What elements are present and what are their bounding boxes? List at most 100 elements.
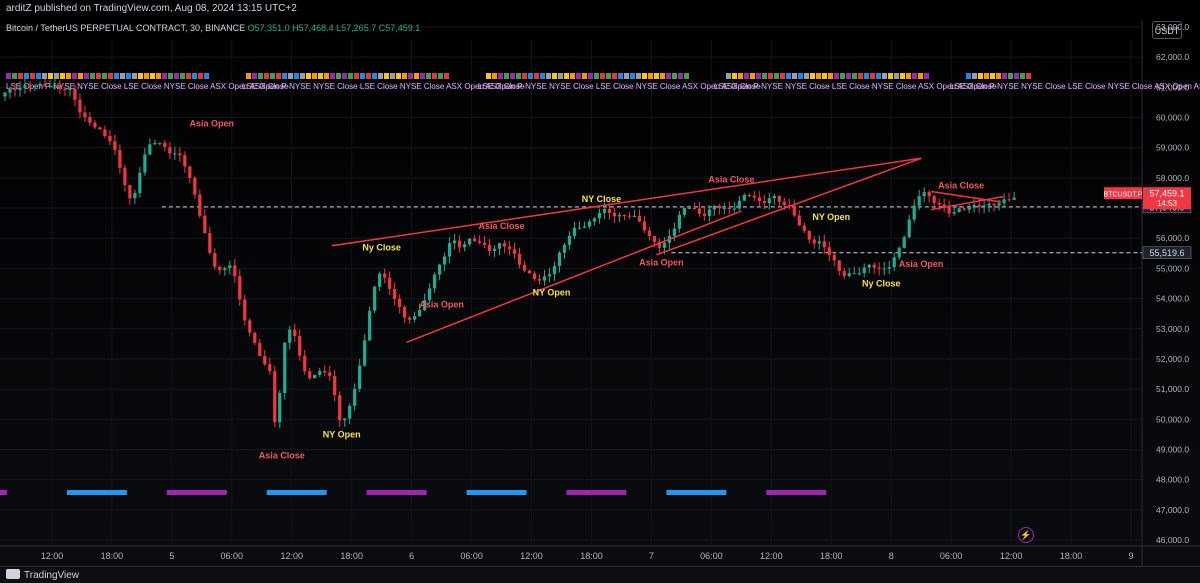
price-chart[interactable]: 46,000.0 47,000.0 48,000.0 49,000.0 50,000.0…	[0, 0, 1200, 566]
y-tick-label: 51,000.0	[1156, 384, 1189, 394]
candle-body	[178, 153, 182, 156]
session-strip-segment	[66, 73, 71, 79]
candle-body	[682, 208, 686, 215]
candle-body	[418, 310, 422, 317]
y-tick-label: 56,000.0	[1156, 233, 1189, 243]
session-strip-segment	[870, 73, 875, 79]
session-strip-segment	[858, 73, 863, 79]
y-tick-label: 59,000.0	[1156, 143, 1189, 153]
candle-body	[762, 201, 766, 204]
session-strip-segment	[906, 73, 911, 79]
candle-body	[482, 242, 487, 245]
y-tick-label: 58,000.0	[1156, 173, 1189, 183]
session-annotation: Asia Open	[419, 300, 464, 310]
candle-body	[622, 214, 627, 216]
candle-body	[582, 226, 587, 228]
candle-body	[752, 195, 756, 198]
session-strip-segment	[72, 73, 77, 79]
candle-body	[472, 238, 477, 242]
candle-body	[942, 204, 946, 208]
session-strip-segment	[918, 73, 923, 79]
session-strip-segment	[828, 73, 833, 79]
session-strip-segment	[528, 73, 533, 79]
candle-body	[832, 254, 836, 261]
candle-body	[293, 329, 297, 337]
candle-body	[562, 244, 567, 253]
x-tick-label: 12:00	[41, 551, 64, 561]
session-annotation: NY Open	[533, 288, 571, 298]
candle-body	[393, 288, 397, 299]
candle-body	[78, 99, 82, 113]
x-tick-label: 7	[649, 551, 654, 561]
x-tick-label: 06:00	[221, 551, 244, 561]
candle-body	[787, 205, 791, 207]
candle-body	[308, 371, 312, 379]
session-strip-segment	[18, 73, 23, 79]
y-tick-label: 47,000.0	[1156, 505, 1189, 515]
trend-line	[931, 195, 1004, 211]
session-strip-segment	[426, 73, 431, 79]
session-strip-segment	[342, 73, 347, 79]
candle-body	[697, 208, 701, 214]
candle-body	[223, 268, 227, 271]
session-strip-segment	[570, 73, 575, 79]
session-strip-segment	[642, 73, 647, 79]
session-strip-segment	[594, 73, 599, 79]
session-strip-segment	[546, 73, 551, 79]
x-tick-label: 12:00	[280, 551, 303, 561]
x-tick-label: 18:00	[101, 551, 124, 561]
candle-body	[58, 84, 62, 89]
candle-body	[907, 219, 911, 238]
session-strip-segment	[438, 73, 443, 79]
y-tick-label: 54,000.0	[1156, 294, 1189, 304]
session-strip-segment	[864, 73, 869, 79]
session-strip-segment	[1020, 73, 1025, 79]
candle-body	[278, 393, 282, 423]
session-strip-segment	[102, 73, 107, 79]
session-strip-segment	[804, 73, 809, 79]
candle-body	[962, 208, 966, 210]
candle-body	[792, 206, 796, 216]
candle-body	[238, 276, 242, 300]
candle-body	[363, 340, 367, 366]
session-strip-segment	[894, 73, 899, 79]
candle-body	[677, 214, 681, 229]
candle-body	[937, 202, 941, 205]
candle-body	[812, 239, 816, 244]
candle-body	[318, 370, 322, 375]
y-tick-label: 63,000.0	[1156, 22, 1189, 32]
trend-line	[656, 157, 922, 256]
candle-body	[972, 204, 976, 208]
symbol-info: Bitcoin / TetherUS PERPETUAL CONTRACT, 3…	[6, 23, 420, 33]
candle-body	[113, 141, 117, 150]
candle-body	[567, 235, 572, 245]
session-strip-segment	[492, 73, 497, 79]
session-strip-segment	[288, 73, 293, 79]
candle-body	[288, 329, 292, 343]
candle-body	[1012, 197, 1016, 200]
tradingview-logo[interactable]: TradingView	[6, 569, 79, 581]
session-strip-segment	[756, 73, 761, 79]
session-strip-segment	[318, 73, 323, 79]
symbol-tag	[1104, 187, 1142, 200]
logo-text: TradingView	[24, 570, 80, 581]
session-strip-segment	[330, 73, 335, 79]
session-annotation: NY Close	[582, 194, 621, 204]
session-strip-segment	[186, 73, 191, 79]
candle-body	[652, 236, 657, 242]
session-strip-segment	[672, 73, 677, 79]
currency-button[interactable]: USDT	[1152, 21, 1182, 39]
session-strip-segment	[522, 73, 527, 79]
session-strip-segment	[138, 73, 143, 79]
footer-bar: TradingView	[0, 566, 1200, 583]
ohlc-values: O57,351.0 H57,468.4 L57,265.7 C57,459.1	[247, 23, 421, 33]
lightning-icon[interactable]: ⚡	[1018, 527, 1034, 543]
candle-body	[512, 249, 517, 254]
candle-body	[462, 244, 467, 248]
candle-body	[378, 273, 382, 287]
candle-body	[952, 212, 956, 214]
session-block	[666, 490, 727, 495]
candle-body	[687, 207, 691, 209]
candle-body	[373, 286, 377, 311]
candle-body	[702, 213, 706, 216]
